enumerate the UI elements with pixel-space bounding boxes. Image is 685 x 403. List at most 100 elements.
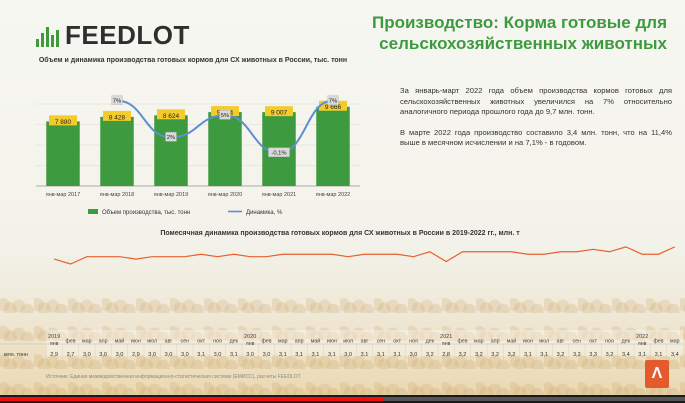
dynamics-label-bg	[268, 147, 290, 157]
month-tick-label: авг	[165, 339, 173, 345]
monthly-value-label: 3,1	[328, 352, 336, 358]
monthly-value-label: 3,1	[655, 352, 663, 358]
month-tick-label: окт	[589, 339, 597, 345]
month-tick-label: янв	[442, 341, 451, 347]
video-progress-fill	[0, 397, 384, 401]
monthly-value-label: 3,0	[148, 352, 156, 358]
monthly-value-label: 3,2	[475, 352, 483, 358]
legend-label-dynamics: Динамика, %	[246, 210, 283, 216]
month-tick-label: апр	[295, 339, 304, 345]
bar-value-label: 7 880	[55, 119, 72, 126]
monthly-chart: 2019 2020 2021 2022янв2,9фев2,7мар3,0апр3,0…	[0, 246, 683, 360]
month-tick-label: июн	[131, 339, 141, 345]
month-tick-label: июл	[147, 339, 157, 345]
bar-value-label: 8 428	[109, 114, 126, 121]
monthly-chart-title: Помесячная динамика производства готовых…	[160, 230, 520, 237]
x-tick-label: янв-мар 2022	[316, 192, 350, 198]
month-tick-label: дек	[622, 339, 631, 345]
month-tick-label: мар	[82, 339, 92, 345]
x-tick-label: янв-мар 2017	[46, 192, 80, 198]
legend-label-volume: Объем производства, тыс. тонн	[102, 210, 190, 216]
year-label: 2022	[636, 334, 648, 340]
monthly-table-bg	[46, 330, 683, 356]
monthly-value-label: 3,3	[589, 352, 597, 358]
bar-value-label: 9 007	[271, 110, 288, 117]
dynamics-label: 5%	[221, 113, 229, 119]
monthly-value-label: 3,0	[246, 352, 254, 358]
monthly-value-label: 3,1	[377, 352, 385, 358]
month-tick-label: июн	[523, 339, 533, 345]
month-tick-label: ноя	[213, 339, 222, 345]
monthly-value-label: 3,1	[279, 352, 287, 358]
bar-value-label-bg	[103, 110, 131, 121]
channel-logo-icon[interactable]: Λ	[645, 360, 669, 388]
month-tick-label: сен	[181, 339, 190, 345]
month-tick-label: июн	[327, 339, 337, 345]
month-tick-label: дек	[426, 339, 435, 345]
monthly-value-label: 3,0	[99, 352, 107, 358]
x-tick-label: янв-мар 2021	[262, 192, 296, 198]
video-progress-bar[interactable]	[0, 397, 685, 401]
month-tick-label: мар	[278, 339, 288, 345]
x-tick-label: янв-мар 2020	[208, 192, 242, 198]
monthly-value-label: 3,2	[508, 352, 516, 358]
bar-value-label-bg	[265, 106, 293, 117]
monthly-value-label: 3,2	[573, 352, 581, 358]
month-tick-label: июл	[539, 339, 549, 345]
dynamics-label-bg	[165, 132, 177, 142]
bar-value-label-bg	[157, 109, 185, 120]
monthly-value-label: 3,4	[622, 352, 630, 358]
bar	[316, 106, 350, 186]
monthly-value-label: 2,7	[67, 352, 75, 358]
monthly-value-label: 3,2	[426, 352, 434, 358]
dynamics-label-bg	[327, 95, 339, 105]
monthly-value-label: 3,0	[214, 352, 222, 358]
legend-swatch-volume	[88, 209, 98, 214]
bar	[154, 115, 188, 186]
summary-paragraph-2: В марте 2022 года производство составило…	[400, 127, 672, 148]
monthly-value-label: 2,9	[132, 352, 140, 358]
monthly-value-label: 3,0	[181, 352, 189, 358]
bar-value-label: 8 624	[163, 113, 180, 120]
bar-chart: 7 880 янв-мар 2017 8 428 янв-мар 2018 8 624 я…	[36, 95, 360, 216]
month-tick-label: май	[311, 338, 321, 345]
logo-bars-icon	[36, 25, 59, 47]
monthly-value-label: 3,0	[83, 352, 91, 358]
month-tick-label: дек	[230, 339, 239, 345]
month-tick-label: июл	[343, 339, 353, 345]
year-label: 2021	[440, 334, 452, 340]
month-tick-label: авг	[361, 339, 369, 345]
month-tick-label: сен	[377, 339, 386, 345]
monthly-value-label: 3,1	[524, 352, 532, 358]
month-tick-label: окт	[393, 339, 401, 345]
bar-value-label-bg	[49, 115, 77, 126]
monthly-value-label: 3,1	[540, 352, 548, 358]
monthly-value-label: 2,9	[50, 352, 58, 358]
monthly-value-label: 3,1	[295, 352, 303, 358]
monthly-value-label: 3,2	[557, 352, 565, 358]
month-tick-label: фев	[457, 339, 467, 345]
monthly-value-label: 3,0	[165, 352, 173, 358]
month-tick-label: фев	[65, 339, 75, 345]
month-tick-label: янв	[638, 341, 647, 347]
month-tick-label: май	[507, 338, 517, 345]
monthly-value-label: 3,0	[263, 352, 271, 358]
month-tick-label: мар	[474, 339, 484, 345]
monthly-line	[53, 246, 676, 265]
dynamics-label-bg	[111, 95, 123, 105]
month-tick-label: янв	[50, 341, 59, 347]
x-tick-label: янв-мар 2019	[154, 192, 188, 198]
month-tick-label: мар	[670, 339, 680, 345]
page-title: Производство: Корма готовые для сельскох…	[371, 13, 667, 53]
month-tick-label: окт	[197, 339, 205, 345]
monthly-value-label: 3,0	[410, 352, 418, 358]
year-label: 2019	[48, 334, 60, 340]
month-tick-label: фев	[261, 339, 271, 345]
monthly-value-label: 3,1	[312, 352, 320, 358]
monthly-value-label: 3,2	[491, 352, 499, 358]
dynamics-label: 7%	[329, 98, 337, 104]
bar	[100, 116, 134, 186]
bar-chart-title: Объем и динамика производства готовых ко…	[38, 57, 348, 64]
month-tick-label: апр	[491, 339, 500, 345]
